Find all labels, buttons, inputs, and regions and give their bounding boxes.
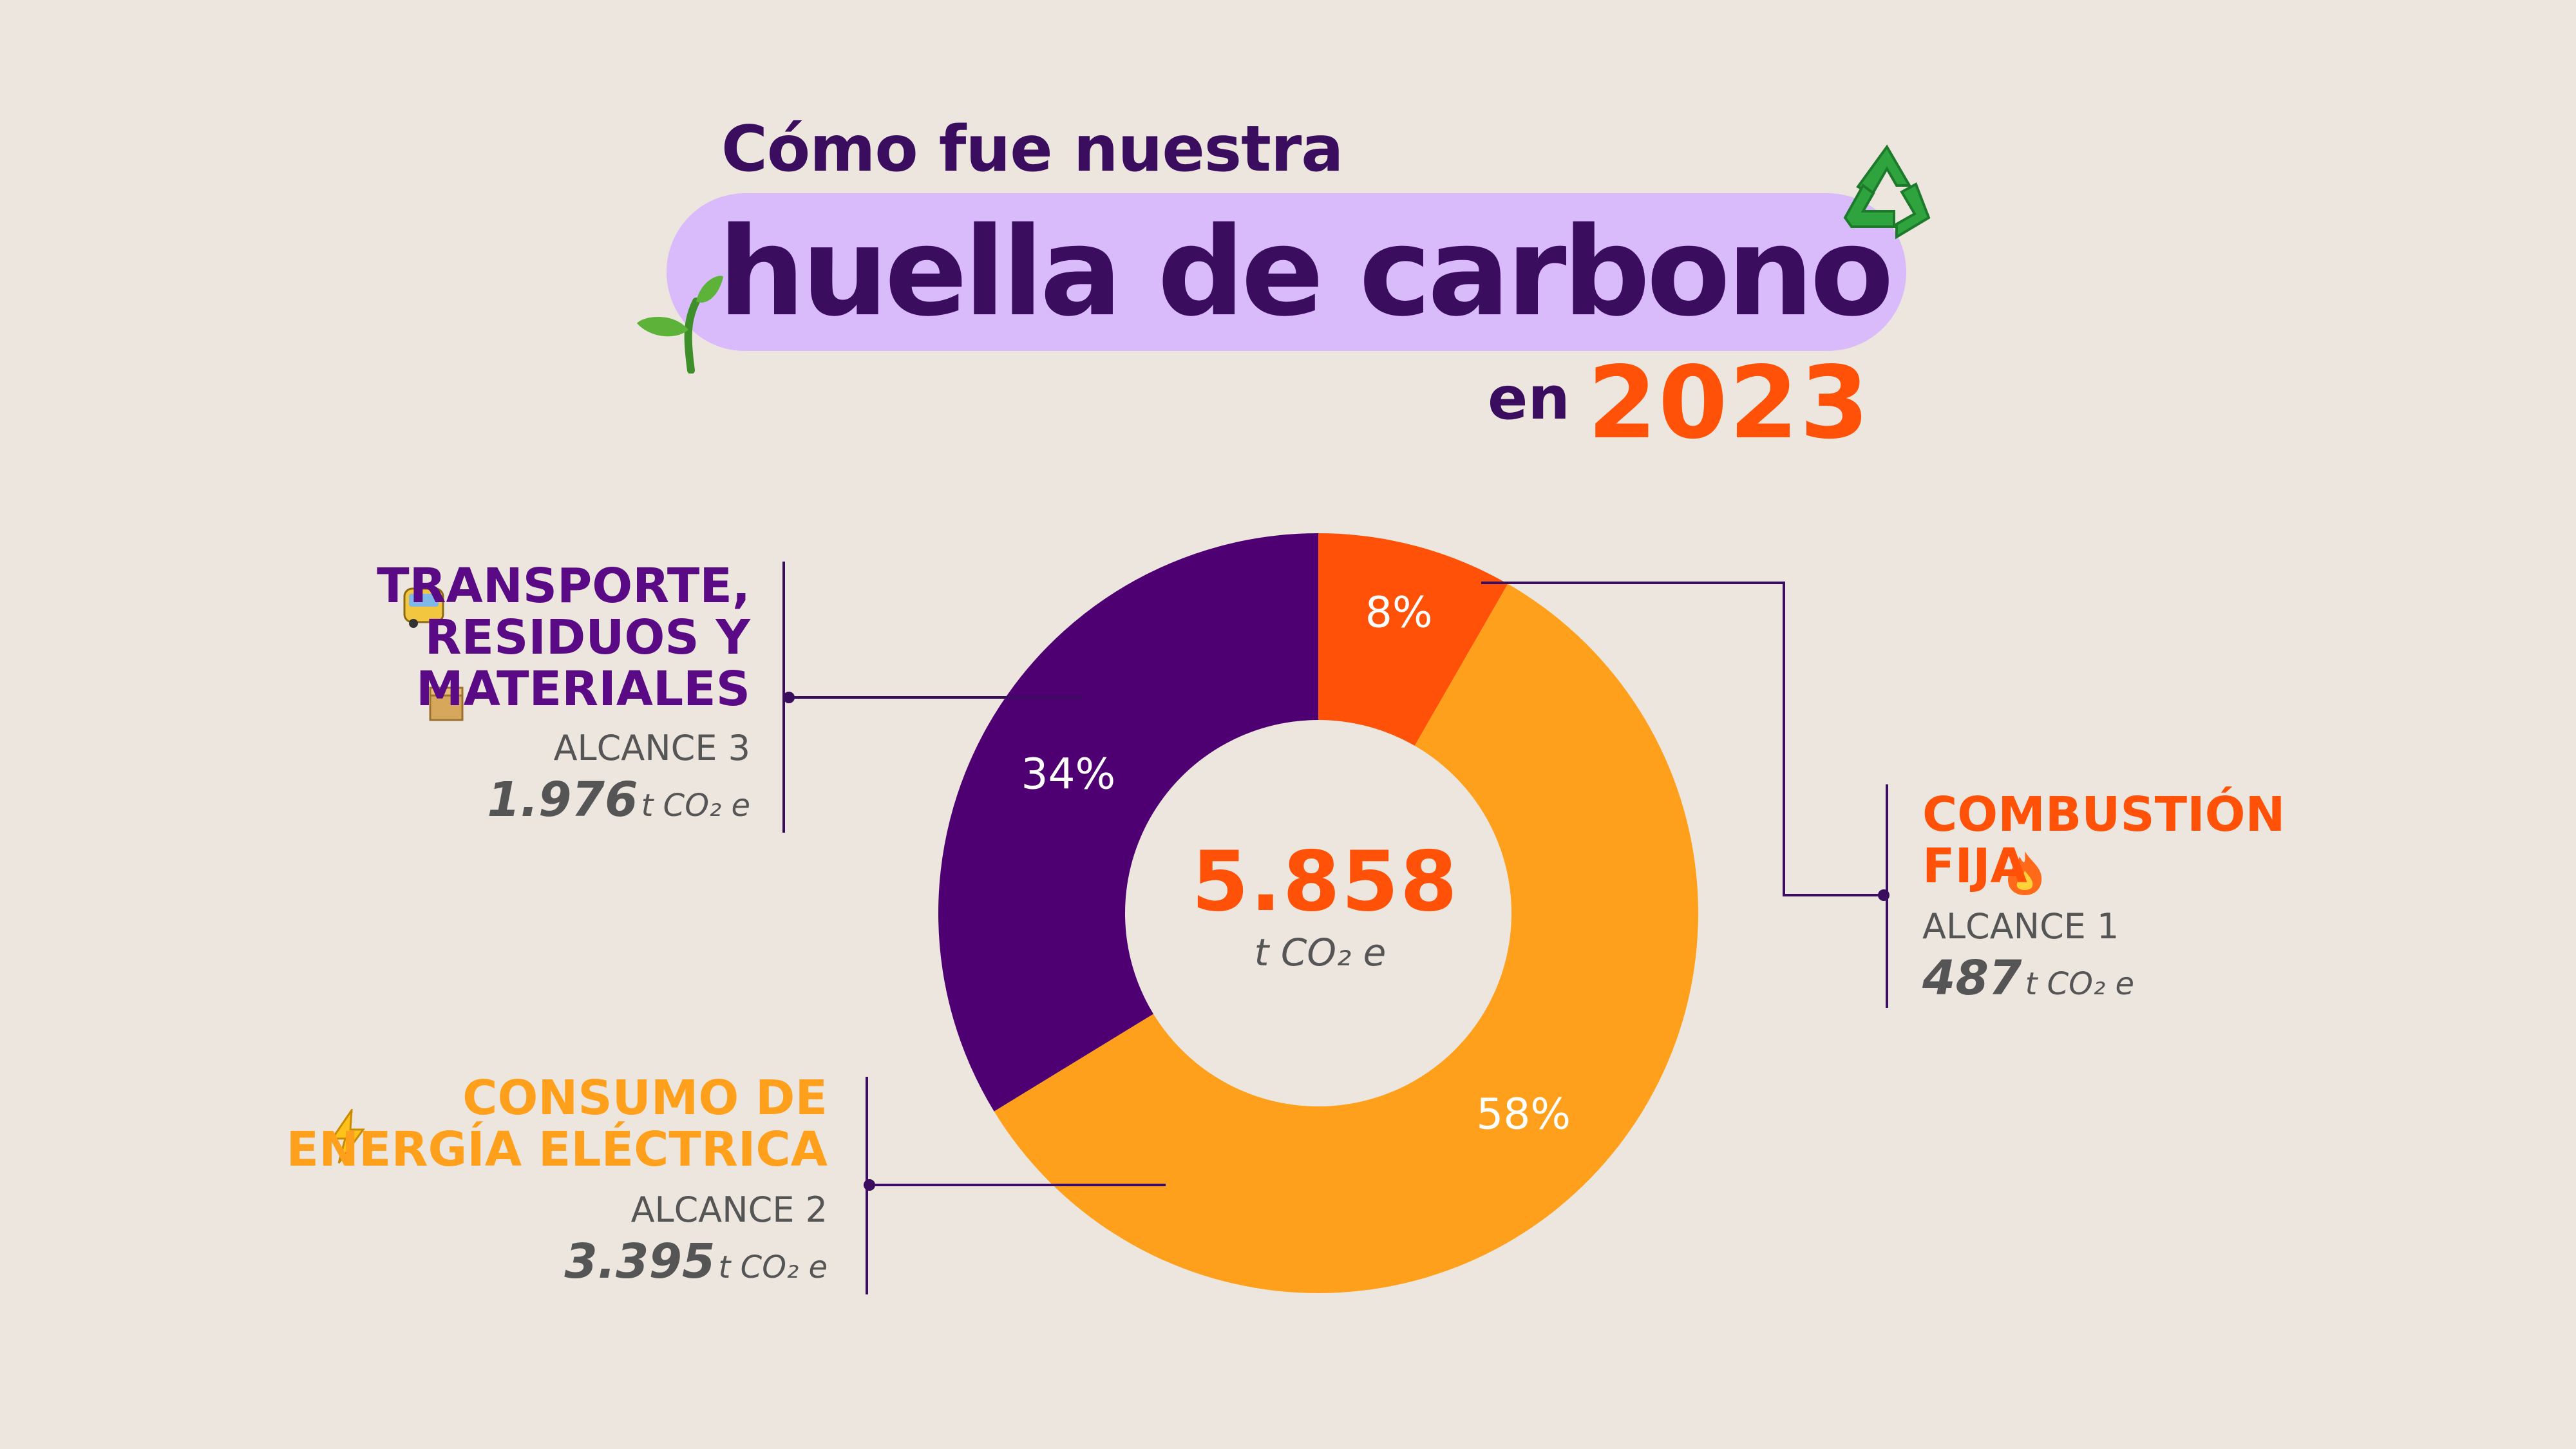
title-line-2: huella de carbono <box>718 201 1894 343</box>
label-energia: CONSUMO DE ENERGÍA ELÉCTRICA ALCANCE 2 3… <box>287 1072 828 1289</box>
sprout-icon <box>637 276 723 374</box>
percent-label-transporte: 34% <box>1021 749 1116 799</box>
connector-combustion <box>1481 582 1884 896</box>
total-unit: t CO₂ e <box>1254 931 1387 974</box>
connector-energia-dot <box>864 1179 875 1191</box>
recycle-icon <box>1843 144 1931 240</box>
slice-energia <box>994 583 1698 1293</box>
title-highlight-pill <box>667 193 1906 351</box>
label-combustion: COMBUSTIÓN FIJA ALCANCE 1 487 t CO₂ e <box>1922 789 2286 1006</box>
title-year: 2023 <box>1587 345 1871 461</box>
label-combustion-value: 487 <box>1922 951 2022 1006</box>
percent-label-combustion: 8% <box>1365 587 1433 637</box>
box-icon <box>429 687 464 721</box>
title-prefix-en: en <box>1488 364 1570 433</box>
label-transporte-scope: ALCANCE 3 <box>553 728 750 768</box>
label-combustion-line1: COMBUSTIÓN <box>1922 787 2286 842</box>
title-line-1: Cómo fue nuestra <box>721 113 1343 186</box>
total-value: 5.858 <box>1191 834 1459 930</box>
label-combustion-line2: FIJA <box>1922 838 2027 894</box>
label-combustion-scope: ALCANCE 1 <box>1922 906 2119 947</box>
label-transporte-line2: RESIDUOS Y <box>424 610 750 665</box>
bus-icon <box>403 587 444 628</box>
percent-label-energia: 58% <box>1476 1090 1571 1139</box>
fire-icon <box>2008 851 2042 895</box>
connector-combustion-dot <box>1878 889 1889 901</box>
label-transporte-unit: t CO₂ e <box>641 788 750 824</box>
label-energia-value: 3.395 <box>564 1234 715 1289</box>
lightning-icon <box>330 1109 365 1164</box>
label-energia-line1: CONSUMO DE <box>462 1070 828 1126</box>
connector-transporte-dot <box>783 692 795 703</box>
label-transporte-line3: MATERIALES <box>416 661 750 717</box>
label-transporte-value: 1.976 <box>487 772 638 828</box>
label-energia-line2: ENERGÍA ELÉCTRICA <box>286 1122 828 1177</box>
label-energia-unit: t CO₂ e <box>718 1249 828 1285</box>
label-combustion-unit: t CO₂ e <box>2025 966 2134 1002</box>
slice-combustion <box>1318 533 1508 746</box>
label-transporte: TRANSPORTE, RESIDUOS Y MATERIALES ALCANC… <box>377 560 750 828</box>
label-energia-scope: ALCANCE 2 <box>630 1189 828 1230</box>
label-transporte-line1: TRANSPORTE, <box>377 558 750 614</box>
slice-transporte <box>938 533 1318 1112</box>
